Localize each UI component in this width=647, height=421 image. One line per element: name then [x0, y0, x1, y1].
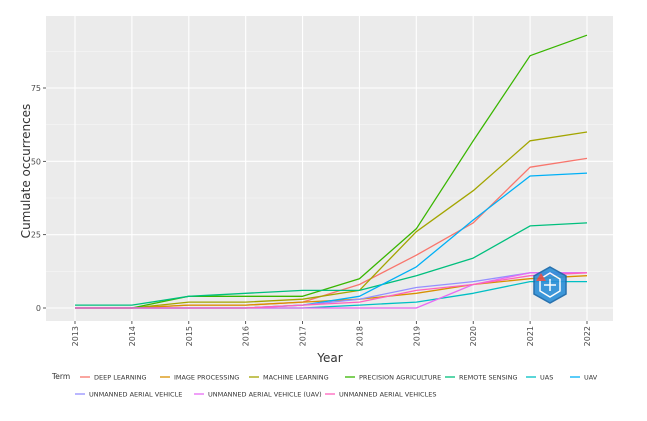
- x-tick-label: 2014: [128, 326, 137, 346]
- legend-label: UNMANNED AERIAL VEHICLE (UAV): [208, 390, 322, 398]
- plot-background: [46, 16, 613, 321]
- watermark-logo-icon: [533, 266, 567, 304]
- x-tick-label: 2018: [355, 326, 364, 346]
- series-line-remote-sensing: [75, 222, 588, 306]
- y-axis-ticks: 0 25 50 75: [31, 84, 46, 313]
- legend-item: UAV: [570, 373, 598, 381]
- y-tick-label: 50: [31, 157, 41, 166]
- x-tick-label: 2019: [412, 326, 421, 346]
- x-tick-label: 2017: [299, 326, 308, 346]
- x-axis-title: Year: [316, 351, 342, 365]
- legend-item: DEEP LEARNING: [80, 373, 147, 381]
- legend-label: UNMANNED AERIAL VEHICLE: [89, 390, 182, 398]
- legend-item: UAS: [526, 373, 553, 381]
- legend-title: Term: [51, 372, 70, 381]
- y-tick-label: 75: [31, 84, 41, 93]
- x-tick-label: 2016: [242, 326, 251, 346]
- legend-item: UNMANNED AERIAL VEHICLE: [75, 390, 182, 398]
- series-line-precision-agriculture: [75, 34, 588, 309]
- grid-lines: [46, 16, 613, 321]
- legend-label: REMOTE SENSING: [459, 373, 518, 381]
- legend-label: UNMANNED AERIAL VEHICLES: [339, 390, 436, 398]
- x-tick-label: 2022: [583, 326, 592, 346]
- legend-label: MACHINE LEARNING: [263, 373, 329, 381]
- x-tick-label: 2021: [526, 326, 535, 346]
- series-line-machine-learning: [75, 131, 588, 309]
- x-tick-label: 2013: [71, 326, 80, 346]
- legend-item: UNMANNED AERIAL VEHICLE (UAV): [194, 390, 322, 398]
- y-axis-title: Cumulate occurrences: [19, 104, 33, 239]
- y-tick-label: 0: [36, 304, 41, 313]
- series-lines: [75, 34, 588, 309]
- y-tick-label: 25: [31, 231, 41, 240]
- legend-label: DEEP LEARNING: [94, 373, 147, 381]
- x-tick-label: 2020: [469, 326, 478, 346]
- x-axis-ticks: 2013 2014 2015 2016 2017 2018 2019 2020 2021 2022: [71, 321, 592, 346]
- legend-item: MACHINE LEARNING: [249, 373, 329, 381]
- x-tick-label: 2015: [185, 326, 194, 346]
- legend-item: IMAGE PROCESSING: [160, 373, 239, 381]
- series-line-unmanned-aerial-vehicles: [75, 272, 588, 309]
- legend-item: UNMANNED AERIAL VEHICLES: [325, 390, 436, 398]
- legend-label: UAS: [540, 373, 553, 381]
- legend-item: PRECISION AGRICULTURE: [345, 373, 441, 381]
- legend-label: IMAGE PROCESSING: [174, 373, 239, 381]
- legend: Term DEEP LEARNING IMAGE PROCESSING MACHIN…: [51, 372, 598, 398]
- legend-item: REMOTE SENSING: [445, 373, 518, 381]
- legend-label: PRECISION AGRICULTURE: [359, 373, 441, 381]
- legend-label: UAV: [584, 373, 598, 381]
